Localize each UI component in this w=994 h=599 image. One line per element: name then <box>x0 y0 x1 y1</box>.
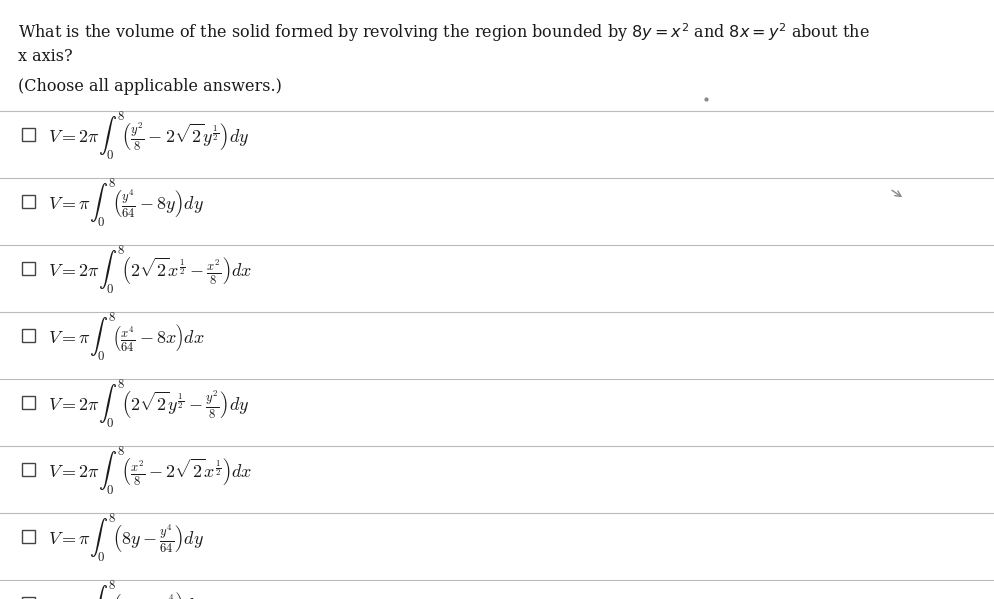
Text: $V = \pi \int_0^8 \!\left(\frac{x^4}{64} - 8x\right)dx$: $V = \pi \int_0^8 \!\left(\frac{x^4}{64}… <box>48 310 205 363</box>
Text: $V = \pi \int_0^8 \!\left(\frac{y^4}{64} - 8y\right)dy$: $V = \pi \int_0^8 \!\left(\frac{y^4}{64}… <box>48 176 204 229</box>
Text: $V = \pi \int_0^8 \!\left(8x - \frac{x^4}{64}\right)dx$: $V = \pi \int_0^8 \!\left(8x - \frac{x^4… <box>48 579 205 599</box>
Bar <box>22 195 35 208</box>
Text: $V = 2\pi \int_0^8 \!\left(2\sqrt{2}x^{\frac{1}{2}} - \frac{x^2}{8}\right)dx$: $V = 2\pi \int_0^8 \!\left(2\sqrt{2}x^{\… <box>48 243 251 296</box>
Text: $V = 2\pi \int_0^8 \!\left(\frac{y^2}{8} - 2\sqrt{2}y^{\frac{1}{2}}\right)dy$: $V = 2\pi \int_0^8 \!\left(\frac{y^2}{8}… <box>48 109 249 162</box>
Text: $V = 2\pi \int_0^8 \!\left(\frac{x^2}{8} - 2\sqrt{2}x^{\frac{1}{2}}\right)dx$: $V = 2\pi \int_0^8 \!\left(\frac{x^2}{8}… <box>48 444 251 497</box>
Text: $V = \pi \int_0^8 \!\left(8y - \frac{y^4}{64}\right)dy$: $V = \pi \int_0^8 \!\left(8y - \frac{y^4… <box>48 512 204 564</box>
Bar <box>22 262 35 275</box>
Bar <box>22 597 35 599</box>
Text: x axis?: x axis? <box>18 48 73 65</box>
Bar <box>22 463 35 476</box>
Text: (Choose all applicable answers.): (Choose all applicable answers.) <box>18 78 281 95</box>
Text: What is the volume of the solid formed by revolving the region bounded by $8y = : What is the volume of the solid formed b… <box>18 21 870 44</box>
Bar <box>22 530 35 543</box>
Bar <box>22 396 35 409</box>
Text: $V = 2\pi \int_0^8 \!\left(2\sqrt{2}y^{\frac{1}{2}} - \frac{y^2}{8}\right)dy$: $V = 2\pi \int_0^8 \!\left(2\sqrt{2}y^{\… <box>48 377 249 430</box>
Bar <box>22 128 35 141</box>
Bar <box>22 329 35 342</box>
